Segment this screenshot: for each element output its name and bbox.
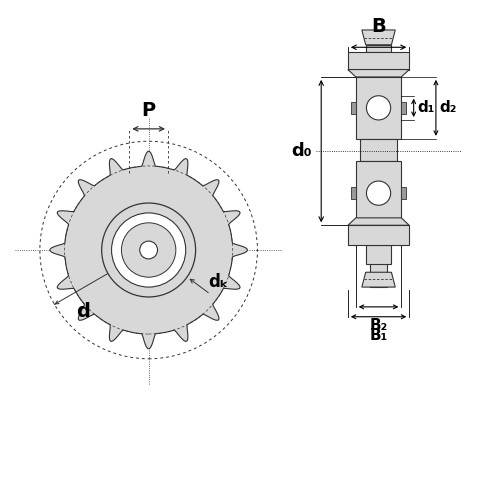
Bar [360,139,397,161]
Text: B₂: B₂ [370,318,388,332]
Circle shape [112,213,186,287]
Bar [356,161,402,226]
Text: d₀: d₀ [292,142,312,160]
Circle shape [67,168,230,332]
Bar [348,52,409,70]
Text: B₁: B₁ [370,328,388,342]
Bar [366,245,392,264]
Polygon shape [348,218,409,226]
Circle shape [366,181,390,205]
Text: d₂: d₂ [440,100,457,116]
Bar [351,102,356,114]
Text: d: d [76,302,90,320]
Circle shape [102,203,196,297]
Bar [366,45,392,52]
Bar [356,77,402,138]
Bar [351,187,356,199]
Polygon shape [348,70,409,77]
Polygon shape [362,30,396,45]
Polygon shape [362,272,396,287]
Bar [402,187,406,199]
Circle shape [122,223,176,277]
Text: dₖ: dₖ [208,273,228,291]
Circle shape [140,241,158,259]
Bar [402,102,406,114]
Text: P: P [142,101,156,120]
Bar [370,30,388,287]
Circle shape [366,96,390,120]
Text: B: B [371,18,386,36]
Text: d₁: d₁ [418,100,435,116]
Polygon shape [50,152,248,348]
Bar [348,226,409,245]
